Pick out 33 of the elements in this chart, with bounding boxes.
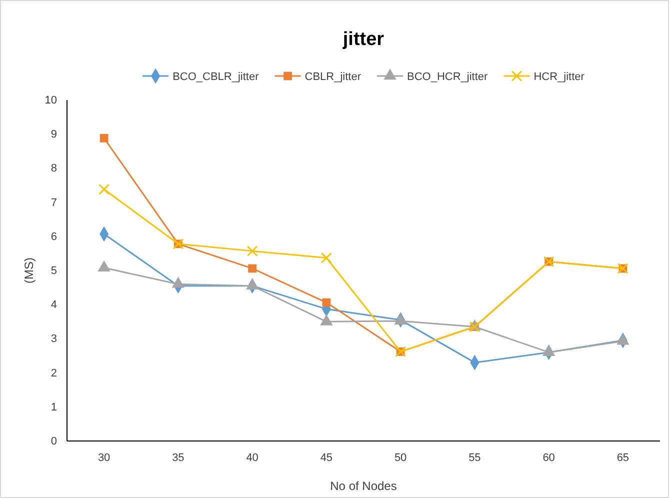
y-tick-label: 9 — [50, 128, 57, 141]
x-tick-label: 35 — [172, 452, 184, 464]
x-tick-label: 45 — [320, 452, 333, 464]
y-tick-label: 0 — [50, 436, 57, 448]
legend-label: CBLR_jitter — [304, 71, 362, 83]
x-axis-title: No of Nodes — [330, 479, 397, 493]
point — [98, 184, 110, 195]
y-tick-label: 6 — [50, 230, 57, 243]
x-tick-label: 55 — [468, 452, 481, 464]
y-axis-title: (MS) — [22, 258, 36, 284]
y-tick-label: 5 — [50, 265, 57, 278]
point — [248, 264, 256, 273]
chart-title: jitter — [342, 29, 385, 50]
y-tick-label: 8 — [50, 162, 57, 175]
legend-label: BCO_CBLR_jitter — [172, 71, 260, 83]
point — [100, 134, 108, 142]
x-tick-label: 40 — [246, 452, 258, 464]
point — [322, 298, 331, 307]
y-tick-label: 1 — [50, 401, 57, 414]
legend-label: HCR_jitter — [534, 71, 585, 83]
y-tick-label: 2 — [50, 367, 57, 380]
y-tick-label: 4 — [50, 299, 57, 312]
legend-label: BCO_HCR_jitter — [407, 71, 488, 83]
point — [246, 246, 258, 257]
y-tick-label: 3 — [50, 333, 57, 346]
x-tick-label: 30 — [98, 452, 110, 464]
x-tick-label: 65 — [616, 452, 630, 464]
y-tick-label: 10 — [44, 94, 57, 107]
y-tick-label: 7 — [50, 196, 57, 209]
point — [320, 252, 332, 264]
x-tick-label: 50 — [394, 452, 407, 464]
point — [542, 345, 556, 356]
x-tick-label: 60 — [542, 452, 555, 464]
